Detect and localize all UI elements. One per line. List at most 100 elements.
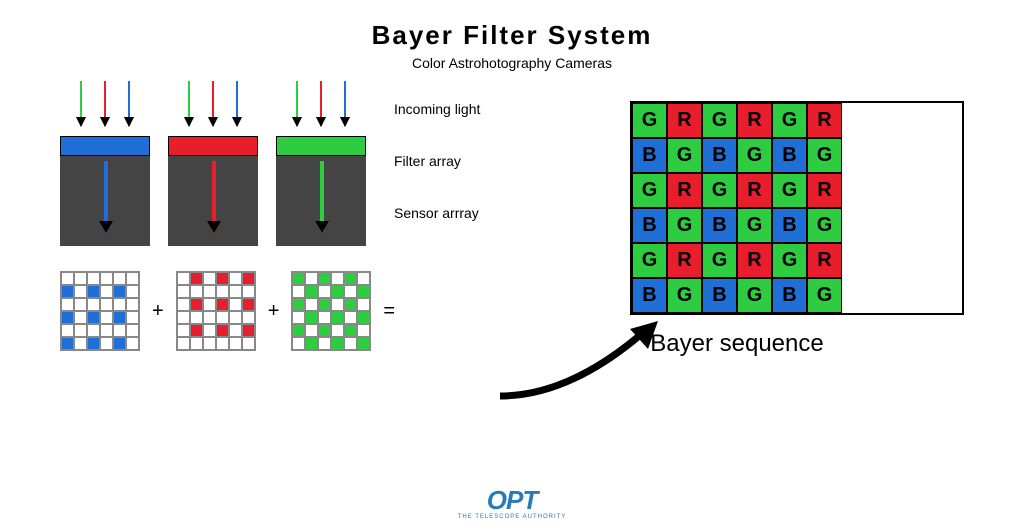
mini-cell	[87, 272, 100, 285]
sensor-box	[60, 156, 150, 246]
mini-cell	[292, 337, 305, 350]
pass-arrow-icon	[320, 161, 324, 231]
mini-cell	[100, 324, 113, 337]
mini-cell	[126, 311, 139, 324]
bayer-cell: R	[667, 173, 702, 208]
mini-cell	[113, 337, 126, 350]
bayer-cell: G	[632, 103, 667, 138]
mini-cell	[126, 337, 139, 350]
subtitle: Color Astrohotography Cameras	[0, 55, 1024, 71]
mini-cell	[216, 324, 229, 337]
mini-cell	[242, 298, 255, 311]
mini-cell	[318, 324, 331, 337]
bayer-cell: G	[807, 278, 842, 313]
mini-cell	[305, 337, 318, 350]
bayer-cell: G	[737, 138, 772, 173]
sensor-box	[168, 156, 258, 246]
arrow-down-icon	[296, 81, 298, 126]
main-diagram: Incoming light Filter array Sensor arrra…	[0, 71, 1024, 358]
mini-cell	[305, 298, 318, 311]
incoming-arrows	[168, 81, 258, 136]
mini-cell	[344, 324, 357, 337]
bayer-cell: R	[667, 103, 702, 138]
mini-cell	[74, 337, 87, 350]
bayer-cell: B	[772, 138, 807, 173]
mini-cell	[331, 311, 344, 324]
mini-cell	[357, 337, 370, 350]
mini-cell	[318, 272, 331, 285]
bayer-cell: B	[702, 138, 737, 173]
mini-cell	[292, 285, 305, 298]
mini-cell	[344, 272, 357, 285]
mini-cell	[203, 285, 216, 298]
mini-cell	[331, 337, 344, 350]
sensor-box	[276, 156, 366, 246]
mini-cell	[113, 324, 126, 337]
filter-unit	[60, 81, 150, 246]
mini-cell	[344, 311, 357, 324]
mini-cell	[177, 272, 190, 285]
bayer-cell: B	[632, 208, 667, 243]
mini-cell	[113, 311, 126, 324]
bayer-label: Bayer sequence	[630, 330, 844, 358]
arrow-down-icon	[212, 81, 214, 126]
bayer-cell: R	[807, 243, 842, 278]
mini-cell	[357, 324, 370, 337]
mini-cell	[242, 337, 255, 350]
arrow-down-icon	[80, 81, 82, 126]
mini-grid	[291, 271, 371, 351]
mini-cell	[242, 285, 255, 298]
bayer-cell: B	[772, 278, 807, 313]
mini-cell	[113, 285, 126, 298]
filter-unit	[276, 81, 366, 246]
mini-cell	[216, 272, 229, 285]
mini-cell	[177, 337, 190, 350]
plus-sign: +	[264, 300, 284, 323]
mini-cell	[74, 311, 87, 324]
bayer-cell: G	[632, 173, 667, 208]
mini-cell	[292, 298, 305, 311]
incoming-arrows	[276, 81, 366, 136]
bayer-cell: B	[772, 208, 807, 243]
mini-cell	[292, 311, 305, 324]
mini-cell	[61, 311, 74, 324]
mini-cell	[305, 324, 318, 337]
mini-cell	[318, 298, 331, 311]
filter-bar	[60, 136, 150, 156]
mini-cell	[113, 298, 126, 311]
equals-sign: =	[379, 300, 399, 323]
mini-cell	[74, 285, 87, 298]
mini-cell	[305, 285, 318, 298]
mini-cell	[61, 272, 74, 285]
mini-cell	[331, 272, 344, 285]
mini-cell	[177, 311, 190, 324]
filter-row: Incoming light Filter array Sensor arrra…	[60, 81, 600, 246]
mini-cell	[216, 337, 229, 350]
mini-cell	[229, 324, 242, 337]
filter-bar	[168, 136, 258, 156]
bayer-cell: G	[702, 103, 737, 138]
label-filter: Filter array	[394, 153, 480, 169]
mini-cell	[126, 298, 139, 311]
bayer-cell: B	[702, 208, 737, 243]
bayer-cell: G	[772, 103, 807, 138]
mini-cell	[216, 298, 229, 311]
mini-cell	[87, 311, 100, 324]
mini-cell	[74, 324, 87, 337]
mini-cell	[190, 324, 203, 337]
mini-cell	[229, 298, 242, 311]
mini-cell	[190, 285, 203, 298]
bayer-cell: B	[702, 278, 737, 313]
mini-cell	[126, 285, 139, 298]
bayer-cell: R	[667, 243, 702, 278]
mini-cell	[100, 285, 113, 298]
mini-grid	[176, 271, 256, 351]
bayer-cell: G	[667, 208, 702, 243]
logo-text: OPT	[458, 485, 567, 516]
mini-cell	[177, 298, 190, 311]
mini-cell	[305, 311, 318, 324]
right-panel: GRGRGRBGBGBGGRGRGRBGBGBGGRGRGRBGBGBG Bay…	[600, 81, 964, 358]
bayer-cell: R	[737, 103, 772, 138]
mini-cell	[87, 285, 100, 298]
arrow-down-icon	[188, 81, 190, 126]
